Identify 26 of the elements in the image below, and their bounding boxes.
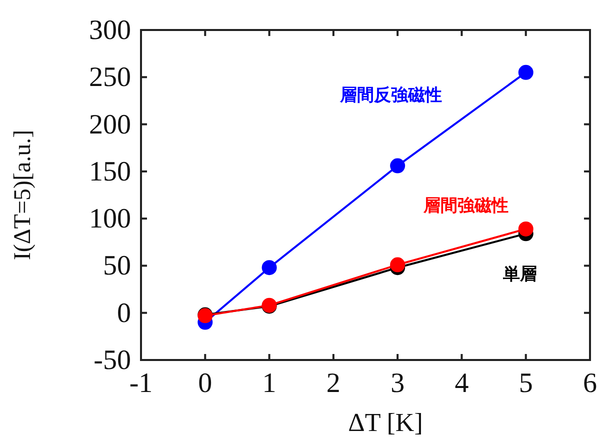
series-label: 層間強磁性 [422,196,508,216]
x-tick-label: 5 [518,368,533,399]
x-tick-label: 4 [454,368,469,399]
series-label: 単層 [502,264,537,285]
x-tick-label: 1 [262,368,276,399]
point [518,64,534,80]
y-tick-label: 100 [89,204,131,235]
point [390,257,406,272]
series-label: 層間反強磁性 [338,85,442,106]
x-tick-label: 3 [390,368,405,399]
y-tick-label: 150 [89,156,131,188]
x-axis-title: ΔT [K] [348,408,423,437]
y-tick-label: 0 [117,298,131,329]
x-tick-label: 0 [198,368,212,399]
point [390,158,406,174]
y-tick-label: -50 [94,345,131,376]
y-tick-label: 200 [89,109,131,140]
x-tick-label: 2 [326,368,340,399]
y-tick-label: 250 [89,62,131,94]
x-tick-label: 6 [583,368,597,399]
point [518,221,534,236]
x-tick-label: -1 [129,368,153,399]
y-tick-label: 50 [103,250,131,282]
y-tick-label: 300 [89,15,131,46]
point [262,260,277,276]
y-axis-title: I(ΔT=5)[a.u.] [10,130,36,260]
